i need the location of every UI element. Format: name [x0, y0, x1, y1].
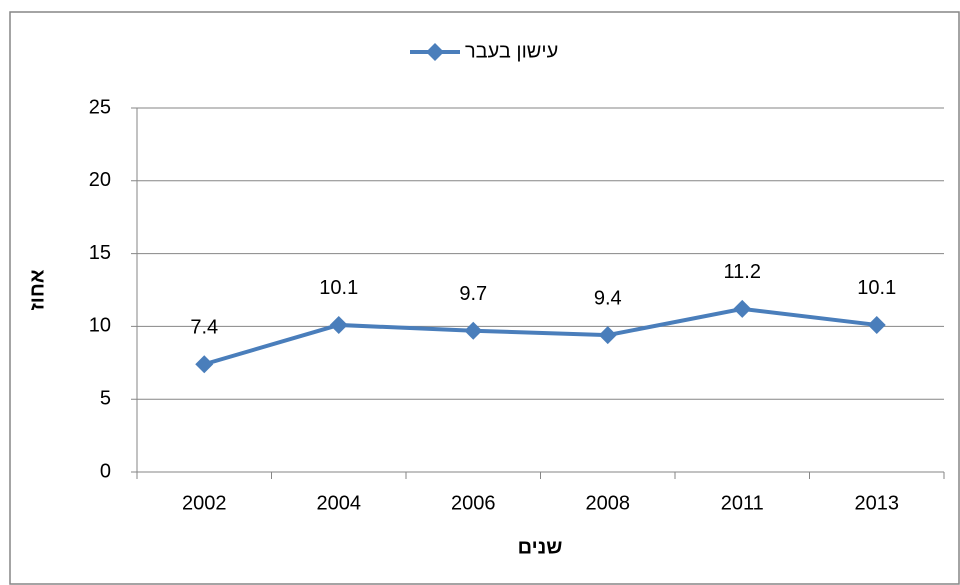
marker [464, 321, 483, 340]
x-tick-label: 2006 [451, 492, 496, 514]
y-tick-label: 0 [100, 460, 111, 482]
y-tick-label: 20 [89, 169, 111, 191]
data-label: 11.2 [724, 261, 761, 283]
x-tick-label: 2008 [586, 492, 631, 514]
y-tick-label: 15 [89, 242, 111, 264]
legend-label: עישון בעבר [465, 40, 558, 62]
data-label: 10.1 [319, 277, 358, 299]
marker [329, 315, 348, 334]
x-tick-label: 2013 [855, 492, 900, 514]
y-tick-label: 25 [89, 96, 111, 118]
x-axis-label: שנים [518, 536, 563, 558]
y-tick-label: 10 [89, 315, 111, 337]
marker [195, 355, 214, 374]
data-label: 10.1 [857, 277, 896, 299]
y-tick-label: 5 [100, 387, 111, 409]
legend-marker [426, 43, 444, 61]
data-label: 9.7 [459, 283, 487, 305]
data-label: 7.4 [190, 317, 218, 339]
marker [733, 299, 752, 318]
x-tick-label: 2011 [721, 492, 764, 514]
x-tick-label: 2004 [317, 492, 362, 514]
data-label: 9.4 [594, 287, 622, 309]
marker [867, 315, 886, 334]
y-axis-label: אחוז [26, 269, 48, 310]
line [203, 306, 877, 367]
x-tick-label: 2002 [182, 492, 227, 514]
chart-frame [9, 11, 960, 585]
marker [598, 326, 617, 345]
